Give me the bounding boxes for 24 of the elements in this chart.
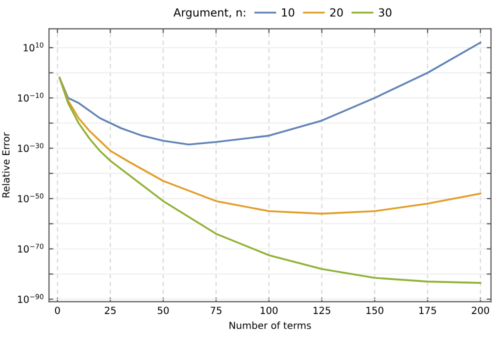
y-tick-label: 10$^{−50}$ — [18, 193, 44, 202]
y-tick-label: 10$^{−90}$ — [18, 294, 44, 303]
x-tick-label: 150 — [366, 306, 384, 314]
line-series — [58, 42, 482, 146]
legend-title: Argument, n: — [174, 8, 246, 19]
x-tick-label: 75 — [210, 306, 222, 314]
line-series — [58, 76, 482, 215]
x-tick-label: 25 — [104, 306, 116, 314]
x-tick-label: 125 — [314, 306, 330, 314]
y-axis-title: Relative Error — [2, 132, 10, 198]
x-tick-label: 175 — [419, 306, 436, 314]
x-tick-label: 0 — [55, 306, 60, 314]
line-series — [58, 76, 482, 284]
x-tick-label: 50 — [158, 306, 169, 314]
x-tick-label: 100 — [260, 306, 278, 314]
x-axis-title: Number of terms — [230, 322, 311, 330]
y-tick-label: 10$^{−10}$ — [18, 92, 44, 102]
y-tick-label: 10$^{−30}$ — [18, 143, 44, 152]
legend-label: 30 — [378, 8, 392, 17]
y-tick-label: 10$^{−70}$ — [18, 244, 44, 253]
legend-label: 20 — [330, 8, 343, 17]
y-tick-label: 10$^{10}$ — [24, 42, 44, 52]
x-tick-label: 200 — [472, 306, 490, 314]
legend-label: 10 — [282, 8, 294, 17]
